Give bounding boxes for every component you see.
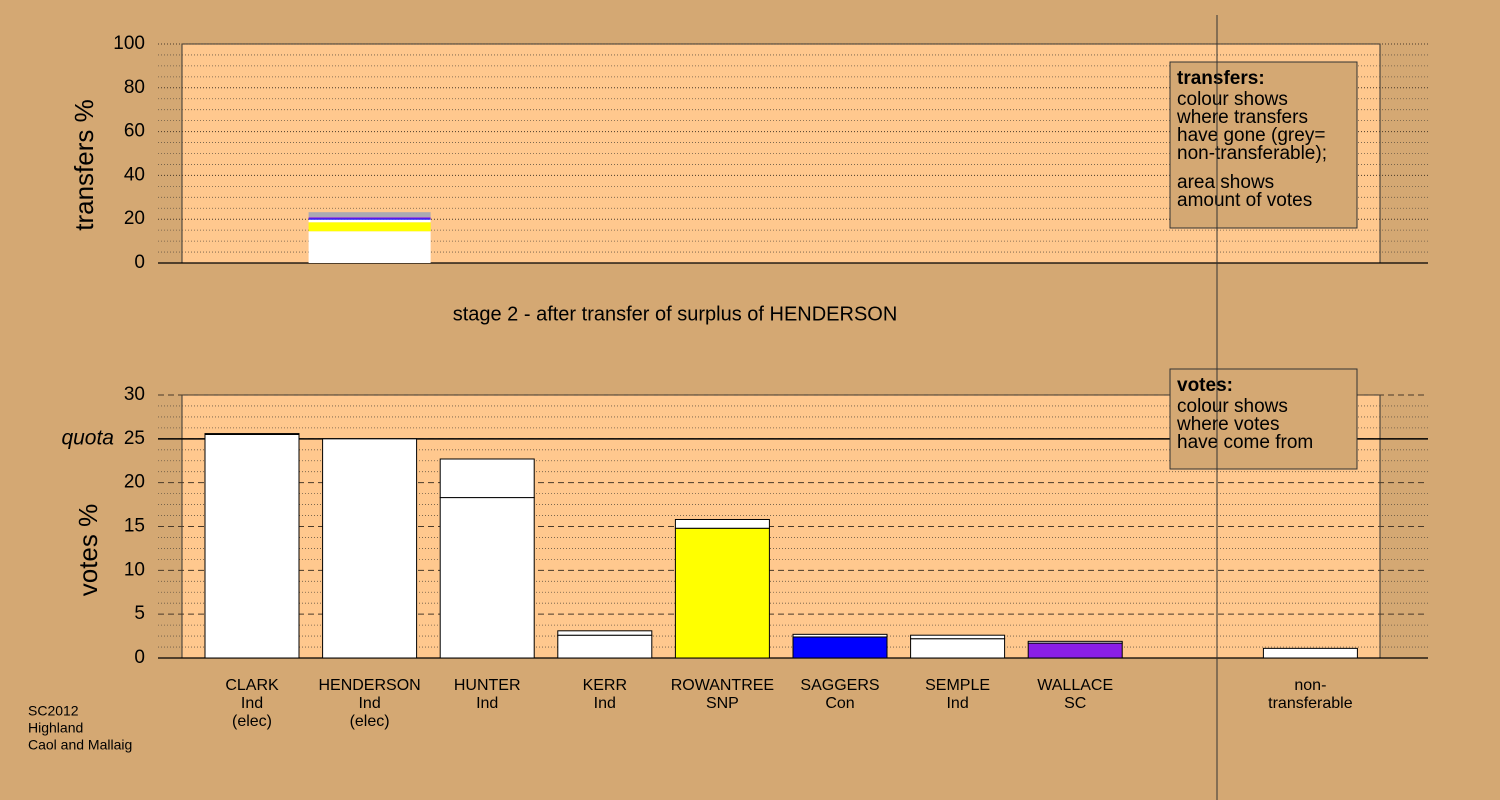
bar-segment	[308, 212, 431, 218]
x-tick-label: HUNTER	[454, 677, 521, 694]
x-tick-label: Ind	[358, 695, 380, 712]
bar-segment	[204, 433, 300, 659]
bar-segment	[1027, 640, 1123, 644]
bar-segment	[910, 638, 1006, 659]
quota-label: quota	[61, 426, 114, 449]
bar-segment	[308, 218, 431, 220]
footer-text: SC2012	[28, 703, 79, 719]
note-text: have come from	[1177, 432, 1313, 453]
x-tick-label: (elec)	[232, 713, 272, 730]
y-tick-label: 20	[124, 208, 145, 229]
x-tick-label: WALLACE	[1037, 677, 1113, 694]
note-box	[1169, 61, 1358, 229]
y-tick-label: 40	[124, 164, 145, 185]
bar-segment	[674, 518, 770, 529]
x-tick-label: non-	[1294, 677, 1326, 694]
bar-segment	[308, 217, 431, 219]
y-tick-label: 80	[124, 77, 145, 98]
bar-segment	[557, 630, 653, 636]
x-tick-label: SAGGERS	[800, 677, 879, 694]
x-tick-label: SC	[1064, 695, 1086, 712]
y-tick-label: 25	[124, 428, 145, 449]
y-tick-label: 60	[124, 121, 145, 142]
y-tick-label: 5	[134, 603, 145, 624]
x-tick-label: SNP	[706, 695, 739, 712]
x-tick-label: ROWANTREE	[671, 677, 774, 694]
bar-segment	[910, 634, 1006, 640]
chart-title: stage 2 - after transfer of surplus of H…	[453, 303, 898, 325]
x-tick-label: KERR	[583, 677, 627, 694]
x-tick-label: transferable	[1268, 695, 1353, 712]
note-text: have gone (grey=	[1177, 125, 1325, 146]
bar-segment	[674, 527, 770, 659]
x-tick-label: Ind	[476, 695, 498, 712]
note-text: amount of votes	[1177, 190, 1312, 211]
bar-segment	[1262, 647, 1358, 659]
y-tick-label: 10	[124, 559, 145, 580]
y-tick-label: 15	[124, 516, 145, 537]
note-text: non-transferable);	[1177, 143, 1327, 164]
x-tick-label: (elec)	[350, 713, 390, 730]
bar-segment	[439, 497, 535, 659]
note-box	[1169, 368, 1358, 470]
footer-text: Highland	[28, 720, 83, 736]
x-tick-label: Con	[825, 695, 854, 712]
footer-text: Caol and Mallaig	[28, 737, 132, 753]
bar-segment	[308, 219, 431, 223]
note-title: votes:	[1177, 375, 1233, 396]
note-text: where transfers	[1176, 107, 1308, 128]
note-title: transfers:	[1177, 68, 1265, 89]
note-text: colour shows	[1177, 396, 1288, 417]
note-text: area shows	[1177, 172, 1274, 193]
y-tick-label: 0	[134, 647, 145, 668]
x-tick-label: HENDERSON	[318, 677, 420, 694]
bar-segment	[439, 458, 535, 499]
bar-segment	[557, 634, 653, 659]
bar-segment	[322, 438, 418, 659]
y-axis-label: transfers %	[69, 99, 99, 231]
x-tick-label: Ind	[946, 695, 968, 712]
bar-segment	[792, 636, 888, 659]
y-tick-label: 30	[124, 384, 145, 405]
x-tick-label: Ind	[241, 695, 263, 712]
y-tick-label: 0	[134, 252, 145, 273]
bar-segment	[204, 433, 300, 435]
bar-segment	[792, 633, 888, 638]
note-text: colour shows	[1177, 89, 1288, 110]
y-tick-label: 100	[113, 33, 145, 54]
bar-segment	[308, 222, 431, 232]
bar-segment	[308, 231, 431, 263]
x-tick-label: Ind	[594, 695, 616, 712]
y-axis-label: votes %	[73, 504, 103, 597]
note-text: where votes	[1176, 414, 1279, 435]
x-tick-label: SEMPLE	[925, 677, 990, 694]
x-tick-label: CLARK	[225, 677, 279, 694]
bar-segment	[1027, 642, 1123, 659]
y-tick-label: 20	[124, 472, 145, 493]
